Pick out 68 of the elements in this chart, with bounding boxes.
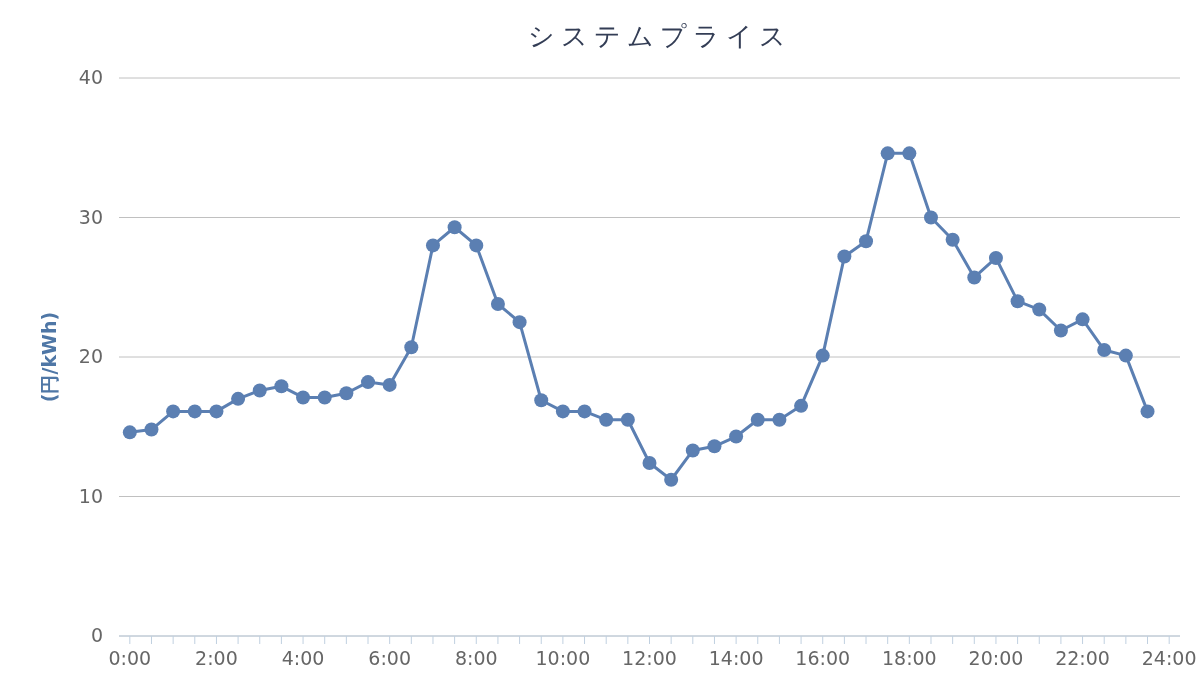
x-tick-label: 14:00 xyxy=(708,647,764,669)
y-tick-label: 20 xyxy=(78,345,103,367)
point xyxy=(685,443,700,458)
point xyxy=(729,429,744,444)
point xyxy=(577,404,592,419)
y-tick-label: 40 xyxy=(78,66,103,88)
point xyxy=(902,146,917,161)
point xyxy=(859,234,874,249)
x-tick-label: 4:00 xyxy=(281,647,325,669)
point xyxy=(1032,302,1047,317)
point xyxy=(707,439,722,454)
point xyxy=(794,398,809,413)
point xyxy=(988,250,1003,265)
point xyxy=(317,390,332,405)
point xyxy=(274,379,289,394)
point xyxy=(534,393,549,408)
x-tick-label: 22:00 xyxy=(1055,647,1110,669)
point xyxy=(599,412,614,427)
point xyxy=(209,404,224,419)
point xyxy=(1118,348,1133,363)
x-tick-label: 20:00 xyxy=(968,647,1024,669)
point xyxy=(166,404,181,419)
point xyxy=(490,296,505,311)
x-tick-label: 6:00 xyxy=(368,647,411,669)
chart-title: システムプライス xyxy=(527,21,792,51)
point xyxy=(512,315,527,330)
y-tick-label: 0 xyxy=(90,624,103,646)
point xyxy=(620,412,635,427)
point xyxy=(425,238,440,253)
point xyxy=(187,404,202,419)
x-tick-label: 10:00 xyxy=(535,647,591,669)
x-tick-label: 2:00 xyxy=(195,647,238,669)
point xyxy=(144,422,159,437)
point xyxy=(404,340,419,355)
x-tick-label: 0:00 xyxy=(108,647,152,669)
point xyxy=(555,404,570,419)
point xyxy=(642,456,657,471)
point xyxy=(880,146,895,161)
x-tick-label: 8:00 xyxy=(454,647,498,669)
point xyxy=(923,210,938,225)
point xyxy=(945,232,960,247)
point xyxy=(837,249,852,264)
x-tick-label: 24:00 xyxy=(1141,647,1197,669)
point xyxy=(361,375,376,390)
point xyxy=(772,412,787,427)
point xyxy=(447,220,462,235)
point xyxy=(1053,323,1068,338)
point xyxy=(231,391,246,406)
y-tick-label: 30 xyxy=(78,205,103,228)
point xyxy=(339,386,354,401)
point xyxy=(382,377,397,392)
point xyxy=(967,270,982,285)
point xyxy=(664,472,679,487)
y-tick-label: 10 xyxy=(78,484,103,507)
point xyxy=(750,412,765,427)
point xyxy=(815,348,830,363)
point xyxy=(469,238,484,253)
point xyxy=(1140,404,1155,419)
point xyxy=(252,383,267,398)
y-axis-title: (円/kWh) xyxy=(38,311,60,403)
point xyxy=(296,390,311,405)
point xyxy=(1075,312,1090,327)
point xyxy=(122,425,137,440)
point xyxy=(1010,294,1025,309)
x-tick-label: 12:00 xyxy=(622,647,677,669)
x-tick-label: 16:00 xyxy=(795,647,851,669)
point xyxy=(1097,343,1112,358)
x-tick-label: 18:00 xyxy=(881,647,937,669)
